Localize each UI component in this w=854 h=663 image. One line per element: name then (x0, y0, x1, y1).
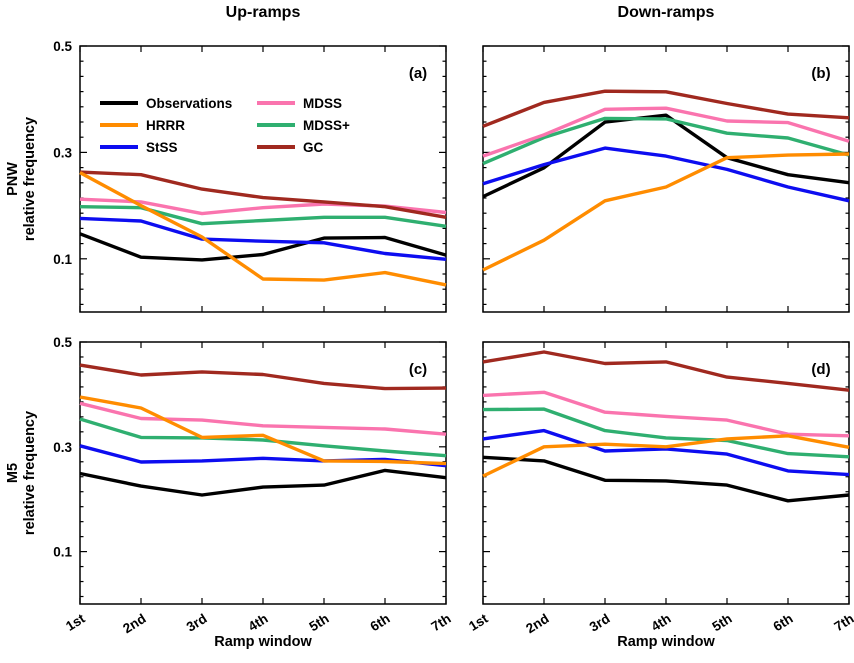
series-line-stss (482, 146, 850, 203)
series-line-stss (79, 444, 447, 468)
series-line-hrrr (79, 395, 447, 466)
x-tick-label: 1st (63, 611, 88, 634)
y-axis-text-relative-frequency: relative frequency (22, 410, 38, 536)
chart-panel-a: (a) 0.1 0.3 0.5 Observations HRRR StSS MDSS MDSS… (53, 39, 447, 313)
series-line-mdss (482, 106, 850, 158)
legend-label-stss: StSS (146, 140, 178, 155)
series-line-gc (482, 350, 850, 392)
panel-letter: (b) (811, 65, 830, 82)
x-tick-label: 2nd (120, 611, 148, 636)
series-line-mdssplus (79, 417, 447, 458)
series-line-hrrr (482, 434, 850, 478)
x-tick-label: 3rd (587, 611, 613, 635)
column-title-up-ramps: Up-ramps (225, 4, 301, 21)
y-axis-label-m5: M5 relative frequency (5, 411, 39, 535)
y-tick-label: 0.1 (53, 252, 72, 267)
series-line-mdss (482, 390, 850, 438)
axis-box (79, 45, 447, 313)
x-tick-label: 7th (831, 611, 854, 634)
series-line-stss (79, 216, 447, 261)
series-line-stss (482, 428, 850, 477)
axis-box (79, 341, 447, 605)
chart-panel-c: (c) 0.1 0.3 0.5 1st 2nd 3rd 4th 5th 6th 7th (53, 335, 453, 636)
axis-box (482, 45, 850, 313)
y-axis-group-m5: M5 (5, 462, 21, 484)
column-title-down-ramps: Down-ramps (617, 4, 715, 21)
x-axis-title: Ramp window (617, 634, 715, 650)
panel-letter: (d) (811, 361, 830, 378)
chart-panel-d: (d) 1st 2nd 3rd 4th 5th 6th 7th (466, 341, 854, 636)
series-line-observations (482, 113, 850, 199)
panel-letter: (a) (409, 65, 427, 82)
y-tick-label: 0.3 (53, 440, 72, 455)
y-tick-label: 0.3 (53, 145, 72, 160)
series-line-observations (79, 468, 447, 497)
x-tick-label: 7th (428, 611, 453, 634)
x-tick-label: 6th (367, 611, 392, 634)
y-axis-group-pnw: PNW (5, 162, 21, 196)
panel-letter: (c) (409, 361, 427, 378)
x-tick-label: 2nd (523, 611, 551, 636)
legend-label-gc: GC (303, 140, 324, 155)
series-line-hrrr (79, 171, 447, 287)
legend-label-mdss: MDSS (303, 96, 342, 111)
legend-label-mdssplus: MDSS+ (303, 118, 350, 133)
legend-label-observations: Observations (146, 96, 232, 111)
series-line-observations (79, 232, 447, 262)
y-tick-label: 0.1 (53, 545, 72, 560)
series-line-mdssplus (482, 116, 850, 166)
y-axis-label-pnw: PNW relative frequency (5, 117, 39, 241)
x-tick-label: 1st (466, 611, 491, 634)
x-tick-label: 4th (648, 611, 673, 634)
y-tick-label: 0.5 (53, 335, 72, 350)
series-line-observations (482, 455, 850, 503)
y-axis-text-relative-frequency: relative frequency (22, 116, 38, 242)
series-line-hrrr (482, 152, 850, 272)
x-axis-title: Ramp window (214, 634, 312, 650)
series-line-mdssplus (482, 407, 850, 459)
x-tick-label: 5th (709, 611, 734, 634)
series-line-mdss (79, 401, 447, 436)
x-tick-label: 6th (770, 611, 795, 634)
x-tick-label: 3rd (184, 611, 210, 635)
series-line-gc (79, 363, 447, 391)
x-tick-label: 5th (306, 611, 331, 634)
series-line-gc (79, 170, 447, 219)
axis-box (482, 341, 850, 605)
y-tick-label: 0.5 (53, 39, 72, 54)
legend-label-hrrr: HRRR (146, 118, 185, 133)
x-tick-label: 4th (245, 611, 270, 634)
series-line-gc (482, 89, 850, 128)
chart-panel-b: (b) (482, 45, 850, 313)
series-line-mdssplus (79, 205, 447, 228)
